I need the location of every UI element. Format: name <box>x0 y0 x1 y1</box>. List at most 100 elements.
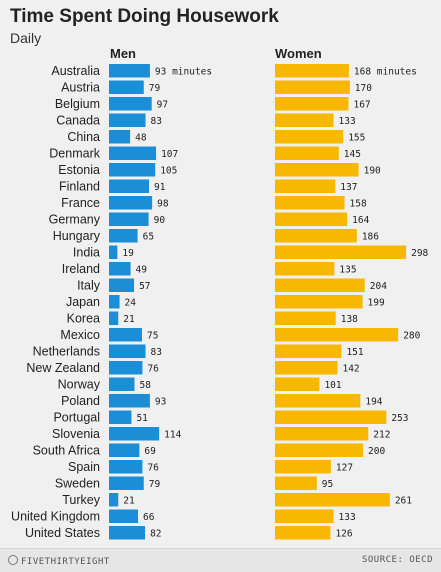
women-bar <box>275 460 331 474</box>
women-value-label: 133 <box>339 116 356 127</box>
women-value-label: 204 <box>370 281 387 292</box>
men-bar <box>109 245 118 259</box>
country-label: Austria <box>61 80 100 94</box>
men-value-label: 58 <box>140 380 152 391</box>
men-bar <box>109 328 142 342</box>
women-value-label: 145 <box>344 149 361 160</box>
women-bar <box>275 245 407 259</box>
women-value-label: 151 <box>346 347 363 358</box>
source-label: SOURCE: OECD <box>361 555 433 565</box>
women-bar <box>275 311 336 325</box>
men-bar <box>109 460 143 474</box>
footer-bar: FIVETHIRTYEIGHT SOURCE: OECD <box>0 548 441 572</box>
women-value-label: 158 <box>350 198 367 209</box>
men-value-label: 75 <box>147 330 158 341</box>
men-bar <box>109 196 153 210</box>
chart-title: Time Spent Doing Housework <box>10 6 279 27</box>
country-label: Japan <box>66 295 100 309</box>
women-bar <box>275 80 350 94</box>
men-value-label: 83 <box>151 116 162 127</box>
women-value-label: 280 <box>403 330 420 341</box>
country-label: Portugal <box>53 410 100 424</box>
housework-bar-chart: Australia 93 minutes 168 minutes Austria 79 1… <box>11 64 429 540</box>
women-value-label: 170 <box>355 83 372 94</box>
women-bar <box>275 493 390 507</box>
women-value-label: 186 <box>362 231 379 242</box>
men-bar <box>109 509 139 523</box>
men-value-label: 51 <box>136 413 148 424</box>
country-label: Italy <box>77 278 101 292</box>
men-value-label: 76 <box>147 363 159 374</box>
men-value-label: 82 <box>150 528 161 539</box>
men-bar <box>109 130 131 144</box>
women-value-label: 95 <box>322 479 333 490</box>
women-bar <box>275 229 357 243</box>
women-value-label: 126 <box>335 528 352 539</box>
women-bar <box>275 427 369 441</box>
country-label: Australia <box>51 64 100 78</box>
men-value-label: 24 <box>125 297 137 308</box>
men-bar <box>109 146 157 160</box>
country-label: Poland <box>61 394 100 408</box>
women-value-label: 101 <box>324 380 341 391</box>
men-value-label: 21 <box>123 314 135 325</box>
women-value-label: 168 minutes <box>354 66 417 77</box>
brand-text: FIVETHIRTYEIGHT <box>21 557 110 567</box>
men-bar <box>109 526 146 540</box>
men-value-label: 49 <box>136 264 148 275</box>
country-label: Canada <box>56 113 100 127</box>
women-bar <box>275 394 361 408</box>
country-label: France <box>61 196 100 210</box>
country-label: India <box>73 245 100 259</box>
men-value-label: 57 <box>139 281 150 292</box>
men-value-label: 90 <box>154 215 166 226</box>
men-value-label: 97 <box>157 99 168 110</box>
men-value-label: 79 <box>149 83 161 94</box>
men-value-label: 107 <box>161 149 178 160</box>
women-bar <box>275 377 320 391</box>
men-value-label: 48 <box>135 132 147 143</box>
men-value-label: 79 <box>149 479 161 490</box>
men-bar <box>109 443 140 457</box>
men-bar <box>109 344 146 358</box>
women-bar <box>275 146 339 160</box>
men-value-label: 76 <box>147 462 159 473</box>
men-bar <box>109 394 150 408</box>
women-bar <box>275 361 338 375</box>
country-label: Finland <box>59 179 100 193</box>
men-bar <box>109 410 132 424</box>
women-bar <box>275 476 317 490</box>
men-bar <box>109 97 152 111</box>
men-bar <box>109 262 131 276</box>
country-label: Slovenia <box>52 427 100 441</box>
women-bar <box>275 509 334 523</box>
women-value-label: 155 <box>348 132 365 143</box>
men-bar <box>109 295 120 309</box>
women-bar <box>275 97 349 111</box>
women-value-label: 212 <box>373 429 390 440</box>
men-bar <box>109 311 119 325</box>
men-bar <box>109 80 144 94</box>
country-label: Ireland <box>62 262 100 276</box>
men-bar <box>109 493 119 507</box>
women-bar <box>275 130 344 144</box>
women-bar <box>275 113 334 127</box>
men-bar <box>109 212 149 226</box>
country-label: Turkey <box>62 493 100 507</box>
women-value-label: 200 <box>368 446 385 457</box>
men-value-label: 21 <box>123 495 135 506</box>
women-value-label: 133 <box>339 512 356 523</box>
men-value-label: 69 <box>144 446 156 457</box>
men-bar <box>109 377 135 391</box>
women-value-label: 194 <box>365 396 382 407</box>
men-value-label: 93 <box>155 396 166 407</box>
women-value-label: 137 <box>340 182 357 193</box>
country-label: Norway <box>58 377 101 391</box>
women-value-label: 142 <box>342 363 359 374</box>
women-bar <box>275 196 345 210</box>
country-label: Korea <box>67 311 100 325</box>
men-value-label: 66 <box>143 512 155 523</box>
men-bar <box>109 229 138 243</box>
women-bar <box>275 526 331 540</box>
women-value-label: 298 <box>411 248 428 259</box>
